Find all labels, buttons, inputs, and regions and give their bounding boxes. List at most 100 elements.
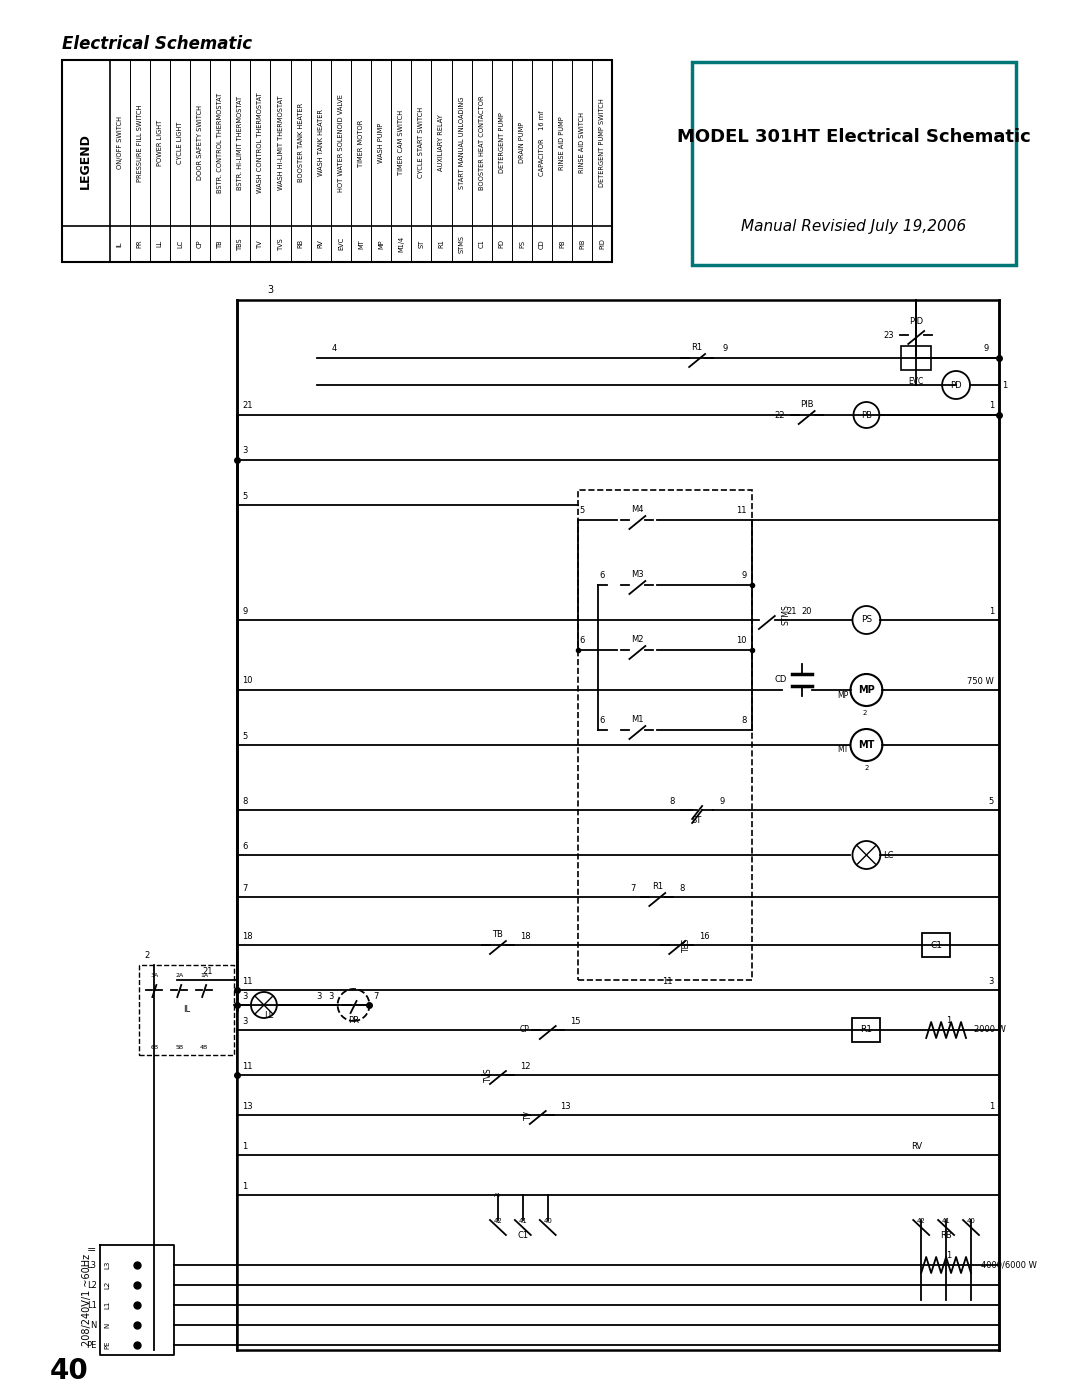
Text: TVS: TVS <box>484 1067 492 1083</box>
Text: 21: 21 <box>202 967 213 977</box>
Text: 11: 11 <box>737 506 747 515</box>
Text: R1: R1 <box>861 1025 873 1035</box>
Text: RINSE AID PUMP: RINSE AID PUMP <box>559 116 565 169</box>
Text: WASH HI-LIMIT THERMOSTAT: WASH HI-LIMIT THERMOSTAT <box>278 95 284 190</box>
Text: M2: M2 <box>631 636 644 644</box>
Text: CYCLE START SWITCH: CYCLE START SWITCH <box>418 108 424 179</box>
Text: 3: 3 <box>316 992 322 1002</box>
Text: 41: 41 <box>942 1218 950 1224</box>
Text: 1A: 1A <box>200 972 208 978</box>
Text: 8: 8 <box>242 798 247 806</box>
Text: WASH CONTROL THERMOSTAT: WASH CONTROL THERMOSTAT <box>257 92 264 193</box>
Bar <box>852 1018 880 1042</box>
Text: 1: 1 <box>946 1016 951 1025</box>
Text: 3: 3 <box>242 992 247 1002</box>
Text: RV: RV <box>910 1141 922 1151</box>
Text: 4000/6000 W: 4000/6000 W <box>981 1260 1037 1270</box>
Text: L3: L3 <box>105 1261 110 1270</box>
Text: 750 W: 750 W <box>968 678 994 686</box>
Text: CAPACITOR    16 mf: CAPACITOR 16 mf <box>539 110 545 176</box>
Text: CYCLE LIGHT: CYCLE LIGHT <box>177 122 183 163</box>
Text: ST: ST <box>692 816 702 826</box>
Text: PD: PD <box>499 239 504 249</box>
Text: 1: 1 <box>988 401 994 409</box>
Text: C1: C1 <box>478 239 485 249</box>
Bar <box>692 61 1016 265</box>
Text: 11: 11 <box>242 1062 253 1071</box>
Text: C1: C1 <box>517 1231 528 1241</box>
Text: L1: L1 <box>105 1301 110 1309</box>
Text: 1: 1 <box>1002 380 1008 390</box>
Text: CP: CP <box>519 1025 530 1035</box>
Text: PRESSURE FILL SWITCH: PRESSURE FILL SWITCH <box>137 103 143 182</box>
Text: MP: MP <box>378 239 384 249</box>
Text: PID: PID <box>599 239 606 249</box>
Text: 2A: 2A <box>175 972 184 978</box>
Text: 8: 8 <box>670 798 675 806</box>
Text: RINSE AID SWITCH: RINSE AID SWITCH <box>579 112 585 173</box>
Text: 6: 6 <box>242 842 247 851</box>
Text: 2: 2 <box>862 710 866 717</box>
Text: 8: 8 <box>742 717 747 725</box>
Text: MT: MT <box>837 746 849 754</box>
Text: 40: 40 <box>967 1218 975 1224</box>
Text: M1: M1 <box>631 715 644 724</box>
Text: 9: 9 <box>984 344 989 353</box>
Text: PIB: PIB <box>579 239 585 249</box>
Text: AUXILIARY RELAY: AUXILIARY RELAY <box>438 115 445 172</box>
Bar <box>139 965 234 1055</box>
Text: POWER LIGHT: POWER LIGHT <box>157 120 163 166</box>
Text: 18: 18 <box>519 932 530 942</box>
Text: TVS: TVS <box>278 237 284 250</box>
Text: EVC: EVC <box>908 377 923 387</box>
Text: 42: 42 <box>917 1218 926 1224</box>
Text: 1: 1 <box>242 1141 247 1151</box>
Text: 8: 8 <box>679 884 685 893</box>
Text: DETERGENT PUMP: DETERGENT PUMP <box>499 112 504 173</box>
Bar <box>62 60 612 263</box>
Text: 5B: 5B <box>175 1045 184 1051</box>
Text: TV: TV <box>257 239 264 249</box>
Text: DETERGENT PUMP SWITCH: DETERGENT PUMP SWITCH <box>599 98 606 187</box>
Bar <box>578 490 752 981</box>
Text: 6: 6 <box>580 636 585 645</box>
Text: 41: 41 <box>518 1218 527 1224</box>
Text: 2: 2 <box>864 766 868 771</box>
Text: 13: 13 <box>559 1102 570 1111</box>
Text: MODEL 301HT Electrical Schematic: MODEL 301HT Electrical Schematic <box>677 129 1030 147</box>
Text: IL: IL <box>184 1006 190 1014</box>
Text: 5: 5 <box>242 732 247 740</box>
Text: EVC: EVC <box>338 237 343 250</box>
Text: 18: 18 <box>242 932 253 942</box>
Text: 6: 6 <box>599 571 605 580</box>
Text: N: N <box>105 1323 110 1327</box>
Text: 42: 42 <box>494 1218 502 1224</box>
Text: N: N <box>91 1320 96 1330</box>
Text: 9: 9 <box>242 608 247 616</box>
Text: DOOR SAFETY SWITCH: DOOR SAFETY SWITCH <box>197 105 203 180</box>
Text: 7: 7 <box>374 992 379 1002</box>
Text: 3: 3 <box>242 1017 247 1025</box>
Text: 3: 3 <box>328 992 334 1002</box>
Text: RB: RB <box>941 1231 951 1241</box>
Text: 1: 1 <box>946 1250 951 1260</box>
Text: LL: LL <box>157 240 163 247</box>
Text: =: = <box>87 1245 96 1255</box>
Text: PD: PD <box>950 380 962 390</box>
Text: 10: 10 <box>737 636 747 645</box>
Text: 2000 W: 2000 W <box>974 1025 1005 1035</box>
Text: Manual Revisied July 19,2006: Manual Revisied July 19,2006 <box>741 219 967 235</box>
Text: 3: 3 <box>988 977 994 986</box>
Text: DRAIN PUMP: DRAIN PUMP <box>519 122 525 163</box>
Text: 40: 40 <box>543 1218 552 1224</box>
Text: 3: 3 <box>242 446 247 455</box>
Text: WASH TANK HEATER: WASH TANK HEATER <box>318 109 324 176</box>
Bar <box>902 346 931 370</box>
Text: BOOSTER HEAT CONTACTOR: BOOSTER HEAT CONTACTOR <box>478 95 485 190</box>
Text: RV: RV <box>318 239 324 249</box>
Text: 9: 9 <box>719 798 725 806</box>
Text: 40: 40 <box>50 1356 89 1384</box>
Text: PE: PE <box>86 1341 96 1350</box>
Text: R1: R1 <box>691 344 703 352</box>
Text: CP: CP <box>197 239 203 249</box>
